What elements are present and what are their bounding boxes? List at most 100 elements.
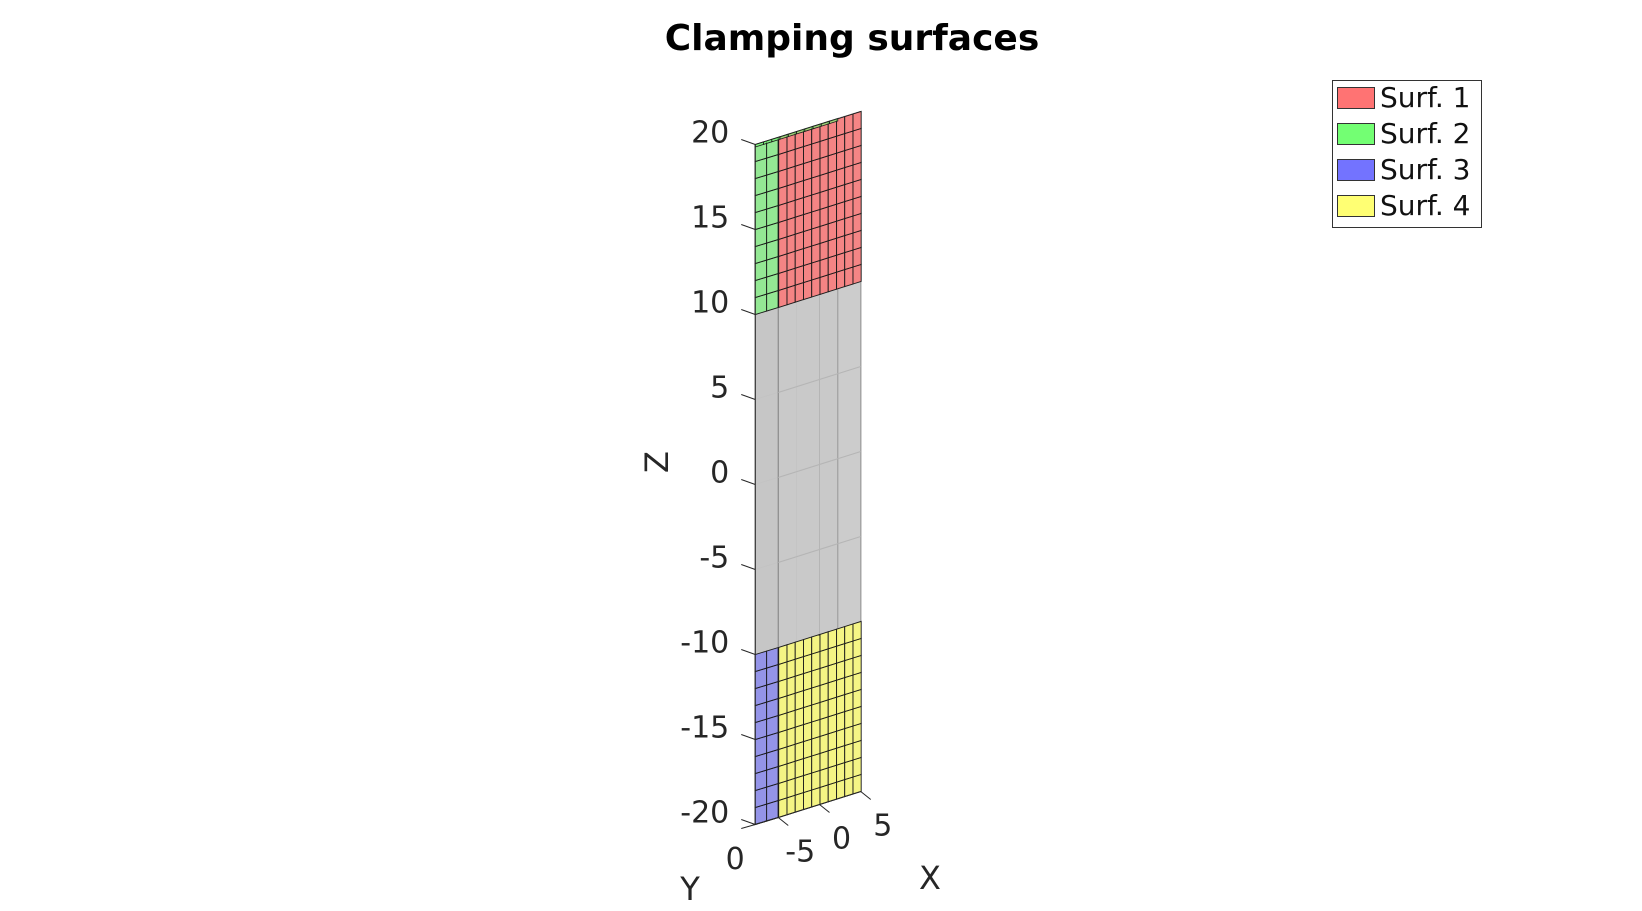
mesh-cell xyxy=(827,220,837,242)
mesh-cell xyxy=(836,217,846,239)
mesh-cell xyxy=(852,263,862,285)
z-tick xyxy=(741,224,756,230)
mesh-cell xyxy=(786,709,796,731)
mesh-cell xyxy=(844,147,854,169)
surface-1 xyxy=(778,110,862,309)
mesh-cell xyxy=(819,206,829,228)
mesh-cell xyxy=(794,706,804,728)
mesh-cell xyxy=(836,234,846,256)
mesh-cell xyxy=(778,202,788,224)
mesh-cell xyxy=(803,279,813,301)
legend-swatch-surf-4 xyxy=(1337,195,1375,217)
mesh-cell xyxy=(803,721,813,743)
mesh-cell xyxy=(794,145,804,167)
mesh-cell xyxy=(778,729,788,751)
mesh-cell xyxy=(827,237,837,259)
mesh-cell xyxy=(844,623,854,645)
legend-swatch-surf-1 xyxy=(1337,87,1375,109)
mesh-cell xyxy=(827,662,837,684)
mesh-cell xyxy=(811,718,821,740)
mesh-cell xyxy=(811,769,821,791)
mesh-cell xyxy=(794,655,804,677)
surface-2 xyxy=(754,117,839,316)
mesh-cell xyxy=(836,132,846,154)
mesh-cell xyxy=(803,653,813,675)
mesh-cell xyxy=(786,675,796,697)
mesh-cell xyxy=(794,791,804,813)
mesh-cell xyxy=(786,794,796,816)
mesh-cell xyxy=(827,764,837,786)
mesh-cell xyxy=(811,667,821,689)
mesh-cell xyxy=(786,233,796,255)
mesh-cell xyxy=(819,682,829,704)
mesh-cell xyxy=(827,254,837,276)
mesh-cell xyxy=(827,628,837,650)
z-tick xyxy=(741,309,756,315)
mesh-cell xyxy=(852,722,862,744)
mesh-cell xyxy=(819,665,829,687)
mesh-cell xyxy=(794,689,804,711)
mesh-cell xyxy=(786,267,796,289)
mesh-cell xyxy=(811,225,821,247)
y-tick xyxy=(741,824,756,829)
mesh-cell xyxy=(803,789,813,811)
mesh-cell xyxy=(852,144,862,166)
mesh-cell xyxy=(778,712,788,734)
mesh-cell xyxy=(852,195,862,217)
mesh-cell xyxy=(786,148,796,170)
mesh-cell xyxy=(819,733,829,755)
surface-3 xyxy=(754,646,779,826)
mesh-cell xyxy=(803,160,813,182)
mesh-cell xyxy=(811,701,821,723)
mesh-cell xyxy=(844,198,854,220)
mesh-cell xyxy=(844,674,854,696)
mesh-cell xyxy=(794,740,804,762)
mesh-cell xyxy=(803,262,813,284)
mesh-cell xyxy=(852,229,862,251)
mesh-cell xyxy=(836,693,846,715)
z-tick-label: -5 xyxy=(699,541,729,576)
mesh-cell xyxy=(836,625,846,647)
mesh-cell xyxy=(803,704,813,726)
mesh-cell xyxy=(836,727,846,749)
surface-4 xyxy=(778,620,862,819)
y-tick-label: 0 xyxy=(726,842,745,877)
mesh-cell xyxy=(803,228,813,250)
mesh-cell xyxy=(819,257,829,279)
mesh-cell xyxy=(794,774,804,796)
mesh-cell xyxy=(844,113,854,135)
legend-swatch-surf-3 xyxy=(1337,159,1375,181)
mesh-cell xyxy=(794,638,804,660)
mesh-cell xyxy=(778,253,788,275)
mesh-cell xyxy=(827,645,837,667)
mesh-cell xyxy=(844,249,854,271)
mesh-cell xyxy=(803,194,813,216)
mesh-cell xyxy=(836,710,846,732)
clamping-surfaces xyxy=(754,110,862,826)
mesh-cell xyxy=(836,268,846,290)
z-axis-label: Z xyxy=(638,451,676,473)
z-tick-label: -10 xyxy=(680,626,729,661)
mesh-cell xyxy=(844,232,854,254)
mesh-cell xyxy=(852,705,862,727)
mesh-cell xyxy=(803,143,813,165)
mesh-cell xyxy=(778,151,788,173)
mesh-cell xyxy=(836,778,846,800)
mesh-cell xyxy=(811,157,821,179)
mesh-cell xyxy=(794,213,804,235)
mesh-cell xyxy=(786,777,796,799)
mesh-cell xyxy=(811,174,821,196)
legend: Surf. 1 Surf. 2 Surf. 3 Surf. 4 xyxy=(1332,80,1482,228)
z-tick xyxy=(741,394,756,400)
mesh-cell xyxy=(829,117,839,125)
x-tick xyxy=(819,804,830,813)
x-tick-label: 0 xyxy=(832,822,851,857)
mesh-cell xyxy=(852,756,862,778)
mesh-cell xyxy=(811,208,821,230)
mesh-cell xyxy=(852,212,862,234)
mesh-cell xyxy=(819,648,829,670)
mesh-cell xyxy=(852,739,862,761)
mesh-cell xyxy=(803,636,813,658)
